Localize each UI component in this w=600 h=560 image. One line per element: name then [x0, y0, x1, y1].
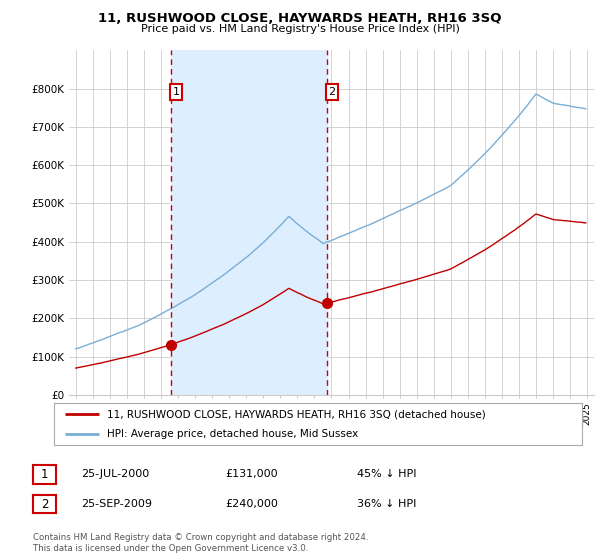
- Text: 2: 2: [328, 87, 335, 97]
- Text: 45% ↓ HPI: 45% ↓ HPI: [357, 469, 416, 479]
- Text: 1: 1: [41, 468, 48, 481]
- Text: Price paid vs. HM Land Registry's House Price Index (HPI): Price paid vs. HM Land Registry's House …: [140, 24, 460, 34]
- Text: 25-JUL-2000: 25-JUL-2000: [81, 469, 149, 479]
- Text: 2: 2: [41, 497, 48, 511]
- Bar: [171, 50, 327, 395]
- Text: HPI: Average price, detached house, Mid Sussex: HPI: Average price, detached house, Mid …: [107, 429, 358, 438]
- Text: 36% ↓ HPI: 36% ↓ HPI: [357, 499, 416, 509]
- Text: £131,000: £131,000: [225, 469, 278, 479]
- Text: £240,000: £240,000: [225, 499, 278, 509]
- Text: 11, RUSHWOOD CLOSE, HAYWARDS HEATH, RH16 3SQ (detached house): 11, RUSHWOOD CLOSE, HAYWARDS HEATH, RH16…: [107, 409, 485, 419]
- Text: 1: 1: [172, 87, 179, 97]
- Text: 25-SEP-2009: 25-SEP-2009: [81, 499, 152, 509]
- Text: Contains HM Land Registry data © Crown copyright and database right 2024.
This d: Contains HM Land Registry data © Crown c…: [33, 533, 368, 553]
- Text: 11, RUSHWOOD CLOSE, HAYWARDS HEATH, RH16 3SQ: 11, RUSHWOOD CLOSE, HAYWARDS HEATH, RH16…: [98, 12, 502, 25]
